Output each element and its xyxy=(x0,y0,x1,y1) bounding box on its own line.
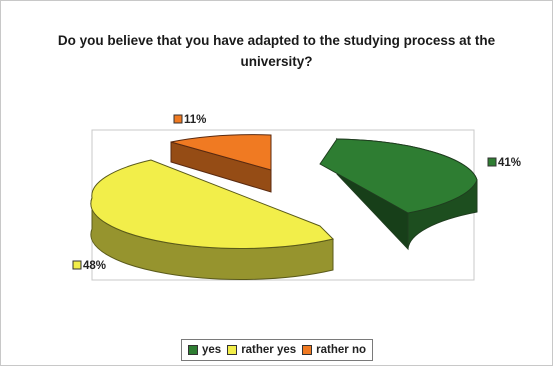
label-swatch-yes xyxy=(487,157,497,167)
legend-label-rather-yes: rather yes xyxy=(241,344,297,356)
legend-label-rather-no: rather no xyxy=(316,344,367,356)
data-label-rather-no: 11% xyxy=(184,114,206,126)
legend-item-yes: yes xyxy=(188,344,221,356)
legend-swatch-yes xyxy=(188,345,198,355)
legend-label-yes: yes xyxy=(202,344,222,356)
pie-slice-rather-no-face xyxy=(170,134,272,171)
label-swatch-rather-no xyxy=(173,114,183,124)
legend-swatch-rather-yes xyxy=(227,345,238,355)
pie-slice-rather-yes-face xyxy=(90,159,334,249)
legend-swatch-rather-no xyxy=(302,345,313,355)
legend-item-rather-no: rather no xyxy=(302,344,366,356)
legend-item-rather-yes: rather yes xyxy=(227,344,296,356)
data-label-rather-yes: 48% xyxy=(83,260,106,272)
data-label-yes: 41% xyxy=(498,157,521,169)
chart-title: Do you believe that you have adapted to … xyxy=(57,33,496,69)
pie-slice-yes-face xyxy=(319,138,478,214)
label-swatch-rather-yes xyxy=(72,260,82,270)
chart-legend: yes rather yes rather no xyxy=(181,339,374,361)
